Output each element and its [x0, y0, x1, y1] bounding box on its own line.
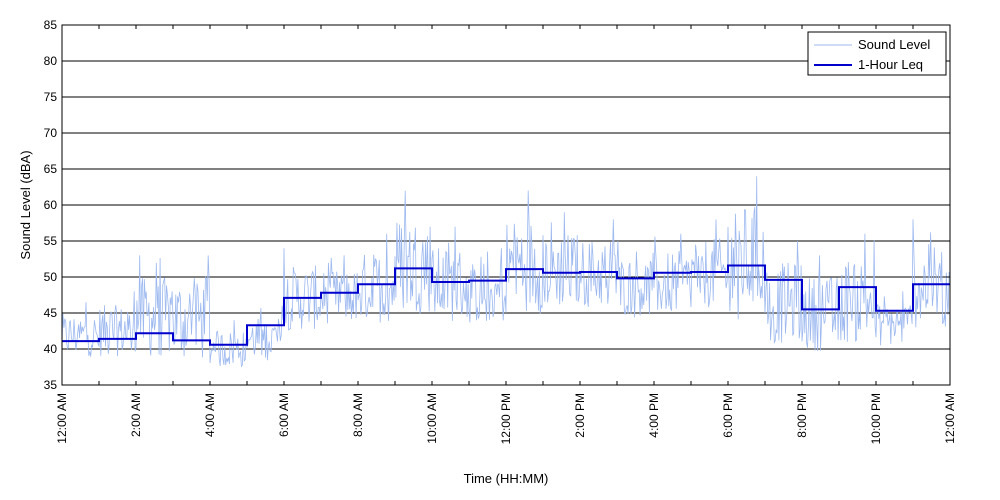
- y-tick-label: 55: [44, 234, 58, 248]
- legend: Sound Level 1-Hour Leq: [807, 31, 947, 76]
- leq-step-line: [62, 264, 950, 346]
- x-tick-label: 12:00 AM: [55, 393, 69, 444]
- y-axis-ticks: 35 40 45 50 55 60 65 70 75 80 85: [44, 18, 950, 392]
- x-tick-label: 2:00 PM: [573, 393, 587, 438]
- x-tick-label: 12:00 AM: [943, 393, 957, 444]
- y-tick-label: 60: [44, 198, 58, 212]
- y-tick-label: 45: [44, 306, 58, 320]
- y-tick-label: 65: [44, 162, 58, 176]
- y-axis-label: Sound Level (dBA): [18, 150, 33, 259]
- x-tick-label: 6:00 PM: [721, 393, 735, 438]
- x-tick-label: 4:00 PM: [647, 393, 661, 438]
- x-tick-label: 12:00 PM: [499, 393, 513, 444]
- x-tick-label: 8:00 PM: [795, 393, 809, 438]
- leq-step-series: [62, 264, 950, 346]
- sound-level-trace: [61, 176, 950, 368]
- y-tick-label: 75: [44, 90, 58, 104]
- x-tick-label: 8:00 AM: [351, 393, 365, 437]
- y-tick-label: 85: [44, 18, 58, 32]
- x-axis-ticks: 12:00 AM 2:00 AM 4:00 AM 6:00 AM 8:00 AM 10:0…: [55, 25, 957, 444]
- x-tick-label: 10:00 PM: [869, 393, 883, 444]
- sound-level-line: [61, 176, 950, 368]
- legend-box: [807, 31, 947, 76]
- x-axis-label: Time (HH:MM): [464, 471, 549, 486]
- legend-label-sound-level: Sound Level: [858, 37, 930, 52]
- x-tick-label: 6:00 AM: [277, 393, 291, 437]
- x-tick-label: 4:00 AM: [203, 393, 217, 437]
- y-tick-label: 35: [44, 378, 58, 392]
- x-tick-label: 10:00 AM: [425, 393, 439, 444]
- y-tick-label: 80: [44, 54, 58, 68]
- y-tick-label: 50: [44, 270, 58, 284]
- x-tick-label: 2:00 AM: [129, 393, 143, 437]
- y-tick-label: 70: [44, 126, 58, 140]
- y-tick-label: 40: [44, 342, 58, 356]
- legend-label-leq: 1-Hour Leq: [858, 57, 923, 72]
